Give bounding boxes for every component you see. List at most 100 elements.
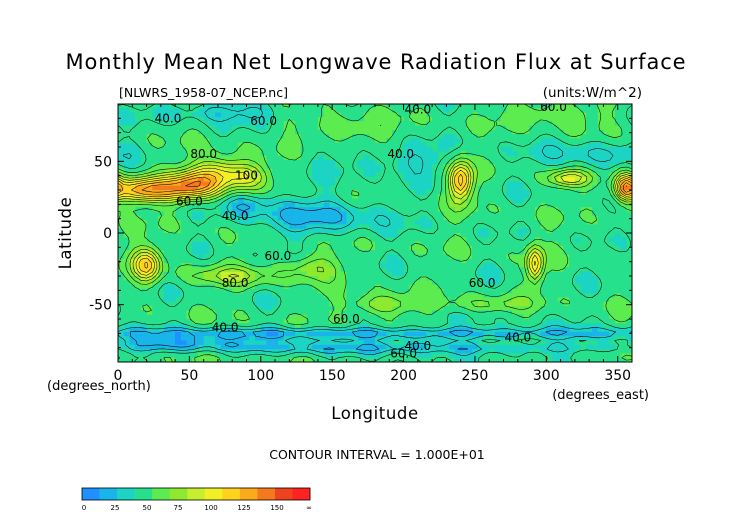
field-cell [232, 288, 239, 294]
field-cell [237, 306, 245, 311]
field-cell [295, 228, 302, 234]
field-cell [157, 250, 165, 256]
field-cell [557, 177, 565, 182]
field-cell [414, 340, 422, 346]
field-cell [118, 306, 125, 311]
field-cell [306, 314, 313, 320]
field-cell [437, 129, 445, 135]
field-cell [163, 263, 170, 268]
field-cell [186, 198, 193, 204]
field-cell [186, 340, 193, 346]
field-cell [563, 164, 570, 170]
field-cell [546, 125, 553, 131]
field-cell [352, 142, 359, 148]
field-cell [163, 254, 170, 260]
field-cell [192, 112, 199, 118]
field-cell [489, 108, 496, 114]
field-cell [306, 228, 313, 234]
field-cell [180, 263, 188, 268]
field-cell [460, 215, 467, 221]
field-cell [506, 323, 513, 329]
field-cell [255, 181, 262, 187]
field-cell [243, 288, 250, 294]
field-cell [392, 220, 399, 225]
field-cell [346, 104, 353, 109]
field-cell [506, 194, 513, 200]
field-cell [432, 357, 439, 362]
field-cell [272, 164, 279, 170]
field-cell [569, 198, 576, 204]
field-cell [546, 159, 553, 165]
field-cell [335, 207, 342, 213]
field-cell [472, 112, 479, 118]
field-cell [175, 250, 182, 256]
field-cell [169, 116, 176, 122]
field-cell [220, 194, 228, 200]
field-cell [295, 164, 302, 170]
field-cell [489, 241, 496, 247]
field-cell [157, 258, 165, 264]
field-cell [295, 284, 302, 290]
field-cell [323, 258, 330, 264]
field-cell [386, 276, 393, 281]
field-cell [512, 297, 519, 303]
field-cell [569, 297, 576, 303]
field-cell [180, 357, 188, 362]
field-cell [489, 172, 496, 178]
field-cell [449, 104, 456, 109]
field-cell [460, 349, 467, 354]
field-cell [232, 185, 239, 191]
field-cell [157, 323, 165, 329]
field-cell [123, 323, 131, 329]
field-cell [152, 237, 159, 243]
field-cell [146, 353, 153, 359]
field-cell [557, 297, 565, 303]
field-cell [169, 185, 176, 191]
field-cell [534, 172, 542, 178]
field-cell [375, 215, 382, 221]
field-cell [312, 336, 319, 342]
field-cell [437, 181, 445, 187]
field-cell [226, 194, 233, 200]
field-cell [472, 267, 479, 273]
field-cell [369, 310, 376, 316]
field-cell [203, 198, 210, 204]
field-cell [340, 336, 348, 342]
field-cell [409, 267, 416, 273]
field-cell [312, 306, 319, 311]
field-cell [403, 280, 410, 286]
field-cell [586, 220, 593, 225]
field-cell [460, 198, 467, 204]
field-cell [249, 306, 256, 311]
field-cell [169, 224, 176, 230]
field-cell [580, 125, 587, 131]
field-cell [300, 211, 308, 217]
field-cell [175, 331, 182, 337]
field-cell [477, 284, 485, 290]
field-cell [146, 349, 153, 354]
field-cell [483, 250, 490, 256]
field-cell [392, 276, 399, 281]
field-cell [369, 319, 376, 324]
field-cell [540, 215, 547, 221]
field-cell [489, 116, 496, 122]
field-cell [123, 310, 131, 316]
field-cell [386, 181, 393, 187]
field-cell [152, 129, 159, 135]
field-cell [494, 327, 502, 333]
field-cell [574, 121, 582, 127]
field-cell [517, 224, 525, 230]
field-cell [175, 159, 182, 165]
field-cell [494, 353, 502, 359]
field-cell [220, 112, 228, 118]
field-cell [586, 280, 593, 286]
field-cell [289, 327, 296, 333]
field-cell [289, 353, 296, 359]
field-cell [118, 245, 125, 251]
field-cell [277, 310, 285, 316]
field-cell [586, 108, 593, 114]
field-cell [580, 147, 587, 152]
field-cell [392, 327, 399, 333]
field-cell [534, 284, 542, 290]
field-cell [489, 276, 496, 281]
